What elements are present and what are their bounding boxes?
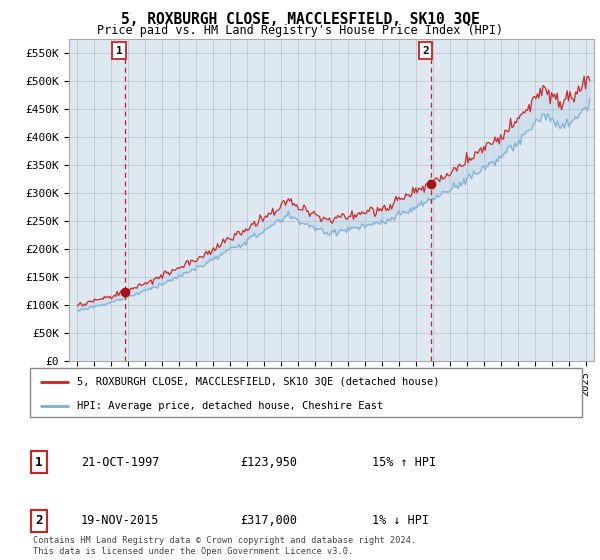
Text: Contains HM Land Registry data © Crown copyright and database right 2024.
This d: Contains HM Land Registry data © Crown c…	[33, 536, 416, 556]
Text: HPI: Average price, detached house, Cheshire East: HPI: Average price, detached house, Ches…	[77, 402, 383, 412]
Text: 1% ↓ HPI: 1% ↓ HPI	[372, 514, 429, 528]
Text: 1: 1	[35, 455, 43, 469]
Text: 2: 2	[422, 46, 428, 55]
Text: 5, ROXBURGH CLOSE, MACCLESFIELD, SK10 3QE (detached house): 5, ROXBURGH CLOSE, MACCLESFIELD, SK10 3Q…	[77, 377, 439, 387]
Text: £317,000: £317,000	[240, 514, 297, 528]
Text: £123,950: £123,950	[240, 455, 297, 469]
Text: 5, ROXBURGH CLOSE, MACCLESFIELD, SK10 3QE: 5, ROXBURGH CLOSE, MACCLESFIELD, SK10 3Q…	[121, 12, 479, 27]
Text: 19-NOV-2015: 19-NOV-2015	[81, 514, 160, 528]
Text: 2: 2	[35, 514, 43, 528]
Text: Price paid vs. HM Land Registry's House Price Index (HPI): Price paid vs. HM Land Registry's House …	[97, 24, 503, 37]
Text: 1: 1	[116, 46, 122, 55]
Text: 15% ↑ HPI: 15% ↑ HPI	[372, 455, 436, 469]
Text: 21-OCT-1997: 21-OCT-1997	[81, 455, 160, 469]
